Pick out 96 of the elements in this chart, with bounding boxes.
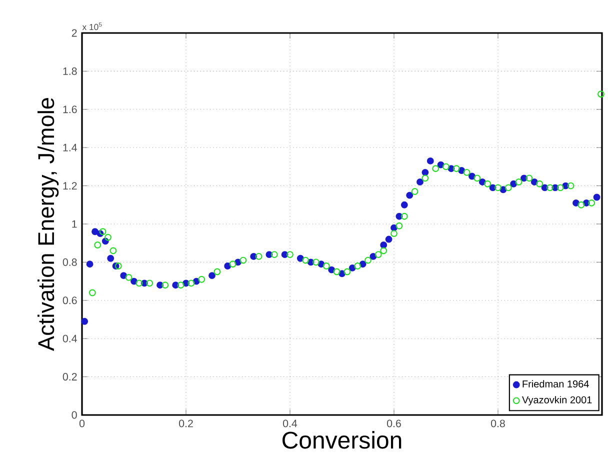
point bbox=[120, 272, 128, 280]
point bbox=[422, 168, 429, 176]
point bbox=[107, 254, 114, 262]
y-tick-label: 0.6 bbox=[62, 296, 77, 304]
y-tick-label: 1.8 bbox=[63, 67, 77, 75]
point bbox=[286, 251, 294, 258]
point bbox=[484, 180, 492, 188]
point bbox=[468, 172, 476, 180]
point bbox=[156, 282, 164, 289]
point bbox=[81, 318, 88, 325]
y-tick-label: 1.6 bbox=[63, 106, 77, 114]
point bbox=[146, 280, 154, 287]
point bbox=[348, 264, 356, 272]
point bbox=[92, 228, 98, 236]
point bbox=[255, 252, 262, 260]
legend-label: Friedman 1964 bbox=[522, 380, 589, 388]
point bbox=[530, 178, 538, 186]
point bbox=[478, 178, 486, 186]
y-tick-label: 0.4 bbox=[62, 334, 77, 342]
point bbox=[136, 280, 143, 287]
point bbox=[208, 272, 216, 280]
point bbox=[125, 274, 132, 281]
point bbox=[110, 247, 117, 254]
point bbox=[422, 174, 429, 182]
x-tick-label: 0.2 bbox=[179, 420, 193, 428]
point bbox=[597, 90, 604, 98]
point bbox=[94, 242, 102, 248]
point bbox=[224, 262, 232, 270]
x-tick-label: 0 bbox=[79, 420, 85, 428]
point bbox=[177, 282, 184, 289]
point bbox=[546, 184, 554, 192]
point bbox=[270, 251, 278, 258]
point bbox=[312, 258, 320, 266]
point bbox=[172, 282, 180, 289]
point bbox=[411, 188, 418, 195]
point bbox=[432, 165, 440, 172]
point bbox=[188, 280, 195, 287]
y-tick-label: 2 bbox=[72, 29, 77, 37]
point bbox=[385, 236, 392, 243]
point bbox=[567, 182, 574, 190]
point bbox=[504, 184, 512, 192]
point bbox=[515, 178, 522, 186]
point bbox=[463, 168, 470, 176]
point bbox=[162, 282, 169, 289]
point bbox=[302, 256, 310, 264]
point bbox=[344, 268, 351, 276]
point bbox=[390, 230, 398, 238]
y-tick-label: 0.2 bbox=[62, 373, 77, 381]
y-tick-label: 0 bbox=[72, 411, 77, 419]
point bbox=[104, 234, 112, 241]
point bbox=[99, 228, 106, 236]
point bbox=[250, 252, 258, 260]
x-tick-label: 0.6 bbox=[387, 420, 401, 428]
point bbox=[510, 180, 518, 188]
point bbox=[452, 165, 460, 172]
point bbox=[400, 201, 408, 208]
point bbox=[328, 266, 336, 274]
point bbox=[198, 276, 206, 283]
point bbox=[333, 268, 340, 276]
point bbox=[474, 174, 481, 182]
text: x 10$^{5}$ bbox=[82, 22, 102, 30]
y-tick-label: 1 bbox=[72, 220, 77, 228]
x-tick-label: 0.4 bbox=[283, 420, 298, 428]
point bbox=[578, 201, 585, 208]
point bbox=[442, 163, 450, 170]
point bbox=[526, 174, 533, 182]
point bbox=[588, 200, 596, 206]
point bbox=[406, 192, 414, 199]
x-axis-title: Conversion bbox=[282, 431, 402, 449]
point bbox=[240, 256, 247, 264]
legend-label: Vyazovkin 2001 bbox=[522, 396, 592, 406]
point bbox=[354, 262, 362, 270]
point bbox=[396, 222, 403, 230]
point bbox=[380, 242, 388, 248]
y-axis-title: Activation Energy, J/mole bbox=[38, 98, 59, 351]
point bbox=[556, 184, 564, 192]
point bbox=[364, 256, 372, 264]
point bbox=[214, 268, 221, 276]
y-tick-label: 1.2 bbox=[63, 182, 77, 190]
point bbox=[86, 260, 94, 268]
point bbox=[426, 157, 434, 164]
y-tick-label: 1.4 bbox=[63, 144, 77, 152]
point bbox=[400, 212, 408, 220]
point bbox=[572, 200, 580, 206]
point bbox=[536, 180, 544, 188]
point bbox=[416, 178, 424, 186]
point bbox=[114, 262, 122, 270]
point bbox=[494, 184, 502, 192]
point bbox=[374, 251, 382, 258]
point bbox=[380, 247, 388, 254]
point bbox=[88, 289, 96, 296]
point bbox=[229, 260, 236, 268]
x-tick-label: 0.8 bbox=[491, 420, 505, 428]
point bbox=[322, 262, 330, 270]
y-tick-label: 0.8 bbox=[62, 258, 77, 266]
point bbox=[296, 254, 304, 262]
